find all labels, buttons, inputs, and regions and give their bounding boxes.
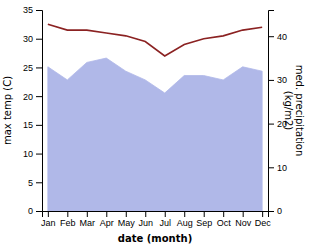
tick: 40 (268, 32, 287, 42)
tick-mark (126, 211, 127, 217)
tick: Nov (235, 211, 252, 228)
tick: 20 (23, 92, 42, 102)
tick: Feb (60, 211, 76, 228)
tick-mark (36, 96, 42, 97)
tick: 0 (268, 206, 282, 216)
tick-mark (268, 80, 274, 81)
tick: Jul (159, 211, 171, 228)
tick-mark (184, 211, 185, 217)
tick-mark (243, 211, 244, 217)
tick-label: Jan (41, 218, 56, 228)
tick-label: 10 (277, 163, 287, 173)
tick-label: Mar (80, 218, 96, 228)
tick-mark (262, 211, 263, 217)
tick-label: Jul (159, 218, 171, 228)
tick-label: 25 (23, 63, 33, 73)
tick-mark (145, 211, 146, 217)
axis-line (269, 11, 275, 212)
tick: 5 (28, 178, 42, 188)
tick-label: 0 (277, 206, 282, 216)
tick: Apr (100, 211, 114, 228)
tick: Sep (196, 211, 212, 228)
tick: 30 (23, 34, 42, 44)
tick-mark (36, 154, 42, 155)
tick-mark (36, 10, 42, 11)
tick-label: Sep (196, 218, 212, 228)
tick-mark (48, 211, 49, 217)
title-line: (kg/m2) (283, 91, 294, 131)
line (48, 24, 262, 56)
axis-line (36, 11, 43, 212)
tick-label: Apr (100, 218, 114, 228)
tick: 35 (23, 5, 42, 15)
x-axis-title: date (month) (118, 233, 192, 244)
tick-label: 40 (277, 32, 287, 42)
tick-mark (268, 36, 274, 37)
tick-label: 30 (277, 75, 287, 85)
tick-mark (87, 211, 88, 217)
tick-mark (106, 211, 107, 217)
tick-label: Oct (217, 218, 232, 228)
tick-label: Dec (255, 218, 272, 228)
tick-mark (36, 182, 42, 183)
tick: Mar (80, 211, 96, 228)
tick-mark (268, 124, 274, 125)
y2-axis-title: med. precipitation(kg/m2) (283, 65, 305, 157)
tick-label: Feb (60, 218, 76, 228)
tick: 15 (23, 120, 42, 130)
tick-mark (36, 39, 42, 40)
title-line: med. precipitation (294, 65, 305, 157)
tick-mark (223, 211, 224, 217)
tick-mark (268, 211, 274, 212)
tick: Oct (217, 211, 232, 228)
tick-label: 15 (23, 120, 33, 130)
tick-mark (36, 125, 42, 126)
area (48, 58, 262, 211)
tick-label: 10 (23, 149, 33, 159)
tick-mark (36, 67, 42, 68)
x-axis: Jan Feb Mar Apr MayJun Jul AugSep OctNovDec (41, 211, 271, 228)
tick: 0 (28, 206, 42, 216)
tick: Dec (255, 211, 272, 228)
tick-mark (36, 211, 42, 212)
tick-label: 30 (23, 34, 33, 44)
y-axis-title: max temp (C) (2, 76, 13, 145)
tick-mark (204, 211, 205, 217)
tick-label: 5 (28, 178, 33, 188)
tick: 10 (268, 163, 287, 173)
tick-label: Jun (139, 218, 154, 228)
plot: Jan Feb Mar Apr MayJun Jul AugSep OctNovDec 0 5 10… (23, 5, 287, 228)
tick: Jan (41, 211, 56, 228)
tick: Jun (139, 211, 154, 228)
tick-label: Nov (235, 218, 252, 228)
tick-label: 20 (23, 92, 33, 102)
axis-line (43, 212, 269, 218)
tick: May (118, 211, 136, 228)
tick: 10 (23, 149, 42, 159)
tick-label: May (118, 218, 136, 228)
tick: Aug (177, 211, 193, 228)
tick-label: Aug (177, 218, 193, 228)
chart: Jan Feb Mar Apr MayJun Jul AugSep OctNovDec 0 5 10… (0, 0, 318, 247)
tick-label: 0 (28, 206, 33, 216)
tick: 30 (268, 75, 287, 85)
tick-label: 35 (23, 5, 33, 15)
marks (48, 24, 262, 211)
tick-mark (268, 167, 274, 168)
y-axis: 0 5 10 15 20 25 30 35 (23, 5, 43, 216)
tick-mark (67, 211, 68, 217)
tick-mark (165, 211, 166, 217)
tick: 25 (23, 63, 42, 73)
